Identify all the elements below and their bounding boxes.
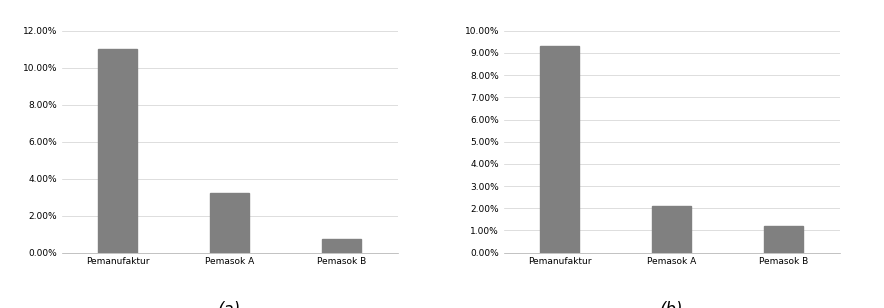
Bar [764,226,804,253]
Bar [652,206,691,253]
Bar [540,46,580,253]
Bar [98,49,138,253]
Bar [322,239,362,253]
Bar [210,193,249,253]
Text: (a): (a) [218,301,241,308]
Text: (b): (b) [660,301,683,308]
